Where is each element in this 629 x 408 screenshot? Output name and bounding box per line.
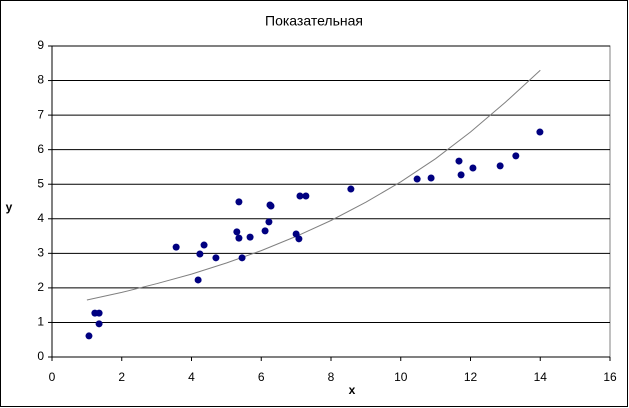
chart-title: Показательная — [265, 13, 363, 29]
point — [246, 233, 254, 241]
point — [238, 254, 246, 262]
y-tick-label: 5 — [37, 176, 44, 190]
point — [265, 218, 273, 226]
point — [457, 171, 465, 179]
x-tick-label: 14 — [534, 370, 548, 384]
point — [496, 162, 504, 170]
y-tick-label: 9 — [37, 38, 44, 52]
y-tick-label: 7 — [37, 107, 44, 121]
point — [233, 228, 241, 236]
point — [95, 309, 103, 317]
x-tick-label: 12 — [464, 370, 478, 384]
trend-line — [86, 69, 541, 301]
point — [469, 164, 477, 172]
point — [536, 128, 544, 136]
point — [194, 276, 202, 284]
y-tick-label: 8 — [37, 73, 44, 87]
y-tick-label: 3 — [37, 246, 44, 260]
point — [295, 235, 303, 243]
point — [427, 174, 435, 182]
x-tick-label: 8 — [328, 370, 335, 384]
point — [413, 175, 421, 183]
point — [261, 227, 269, 235]
y-tick-label: 0 — [37, 349, 44, 363]
x-tick-label: 10 — [394, 370, 408, 384]
x-tick-label: 16 — [603, 370, 617, 384]
plot-area — [51, 45, 611, 358]
point — [235, 198, 243, 206]
point — [347, 185, 355, 193]
point — [95, 320, 103, 328]
point — [267, 202, 275, 210]
y-tick-label: 6 — [37, 142, 44, 156]
x-axis-label: x — [349, 383, 356, 397]
x-tick-label: 2 — [118, 370, 125, 384]
y-axis-label: y — [6, 200, 13, 214]
point — [512, 152, 520, 160]
y-tick-label: 4 — [37, 211, 44, 225]
point — [85, 332, 93, 340]
point — [212, 254, 220, 262]
y-tick-label: 2 — [37, 280, 44, 294]
y-tick-label: 1 — [37, 315, 44, 329]
point — [235, 234, 243, 242]
point — [200, 241, 208, 249]
point — [296, 192, 304, 200]
x-tick-label: 0 — [49, 370, 56, 384]
x-tick-label: 6 — [258, 370, 265, 384]
point — [172, 243, 180, 251]
point — [455, 157, 463, 165]
x-tick-label: 4 — [188, 370, 195, 384]
point — [302, 192, 310, 200]
point — [196, 250, 204, 258]
